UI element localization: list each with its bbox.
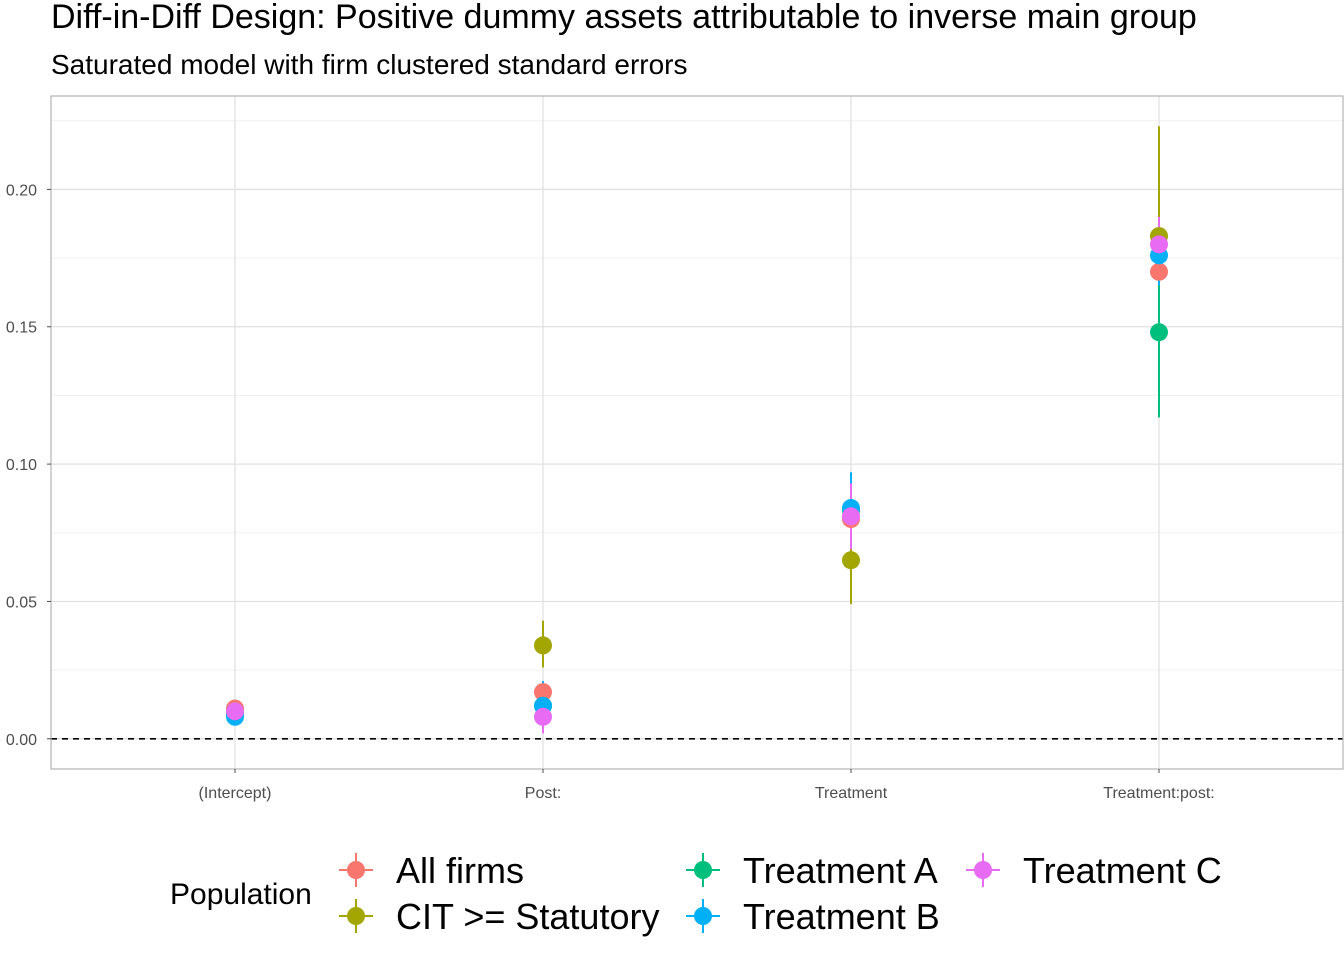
y-tick-label: 0.15 (6, 320, 37, 337)
legend-title: Population (170, 878, 312, 911)
legend-label: Treatment C (1023, 850, 1222, 891)
legend-key-point (694, 861, 712, 879)
legend: Population All firms CIT >= Statutory Trea… (170, 850, 1222, 937)
legend-key-point (974, 861, 992, 879)
data-points (226, 227, 1168, 726)
chart-title: Diff-in-Diff Design: Positive dummy asse… (51, 0, 1197, 36)
legend-label: Treatment B (743, 896, 940, 937)
data-point (1150, 262, 1168, 281)
legend-key-point (347, 861, 365, 879)
x-axis-ticks: (Intercept) Post: Treatment Treatment:post: (199, 769, 1215, 802)
legend-label: Treatment A (743, 850, 938, 891)
y-tick-label: 0.20 (6, 182, 37, 199)
data-point (1150, 235, 1168, 254)
legend-key-point (347, 907, 365, 925)
x-tick-label: Treatment:post: (1103, 785, 1214, 802)
panel-border (50, 95, 1344, 770)
legend-label: All firms (396, 850, 524, 891)
error-bars (234, 126, 1160, 734)
data-point (842, 507, 860, 526)
x-tick-label: Treatment (815, 785, 888, 802)
y-axis-ticks: 0.00 0.05 0.10 0.15 0.20 (6, 182, 51, 749)
y-tick-label: 0.00 (6, 732, 37, 749)
x-tick-label: (Intercept) (199, 785, 272, 802)
data-point (842, 551, 860, 570)
data-point (534, 707, 552, 726)
y-tick-label: 0.05 (6, 594, 37, 611)
data-point (534, 683, 552, 702)
data-point (226, 702, 244, 721)
legend-key-point (694, 907, 712, 925)
data-point (1150, 323, 1168, 342)
x-tick-label: Post: (525, 785, 561, 802)
y-tick-label: 0.10 (6, 457, 37, 474)
chart-subtitle: Saturated model with firm clustered stan… (51, 49, 688, 80)
grid-lines (51, 96, 1343, 769)
data-point (534, 636, 552, 655)
legend-label: CIT >= Statutory (396, 896, 659, 937)
